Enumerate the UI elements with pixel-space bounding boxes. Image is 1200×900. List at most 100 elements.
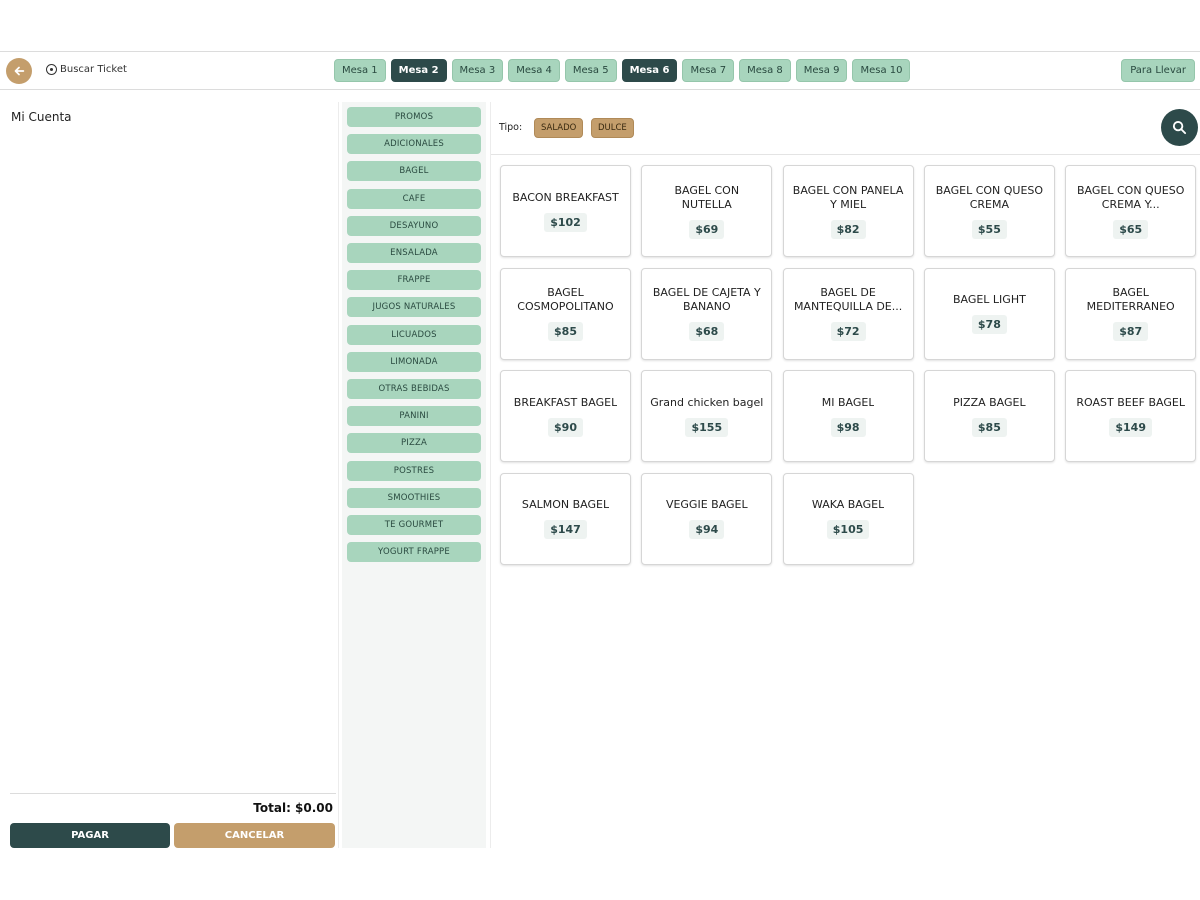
- para-llevar-button[interactable]: Para Llevar: [1121, 59, 1195, 82]
- product-card[interactable]: MI BAGEL $98: [782, 370, 914, 462]
- payment-actions: PAGAR CANCELAR: [10, 823, 336, 848]
- mesa-tab[interactable]: Mesa 2: [390, 59, 447, 82]
- arrow-left-icon: [14, 66, 25, 76]
- product-price: $155: [685, 417, 729, 437]
- mesa-tab[interactable]: Mesa 7: [682, 59, 735, 82]
- product-price: $87: [1113, 322, 1149, 341]
- search-icon: [1172, 120, 1187, 135]
- product-card[interactable]: BAGEL CON QUESO CREMA $55: [923, 165, 1055, 257]
- product-price: $90: [548, 417, 583, 437]
- product-card[interactable]: ROAST BEEF BAGEL $149: [1065, 370, 1197, 462]
- mesa-tab[interactable]: Mesa 4: [508, 59, 560, 82]
- category-button[interactable]: PROMOS: [347, 107, 481, 127]
- product-name: BAGEL MEDITERRANEO: [1086, 286, 1175, 313]
- buscar-ticket-label: Buscar Ticket: [60, 64, 127, 75]
- cuenta-title: Mi Cuenta: [11, 110, 72, 124]
- category-button[interactable]: ENSALADA: [347, 243, 481, 263]
- mesa-tab[interactable]: Mesa 5: [564, 59, 617, 82]
- product-card[interactable]: BAGEL COSMOPOLITANO $85: [500, 267, 631, 360]
- product-name: BAGEL CON QUESO CREMA: [935, 183, 1044, 211]
- category-button[interactable]: PIZZA: [347, 433, 481, 454]
- category-button[interactable]: OTRAS BEBIDAS: [347, 379, 481, 399]
- mesa-tab[interactable]: Mesa 9: [795, 59, 848, 82]
- product-price: $149: [1109, 417, 1152, 437]
- product-card[interactable]: SALMON BAGEL $147: [500, 472, 631, 565]
- category-button[interactable]: LICUADOS: [347, 324, 481, 345]
- product-name: MI BAGEL: [821, 395, 875, 409]
- product-price: $55: [971, 219, 1007, 239]
- back-button[interactable]: [6, 58, 32, 84]
- search-button[interactable]: [1161, 109, 1198, 146]
- tipo-label: Tipo:: [499, 122, 523, 133]
- mesa-tab[interactable]: Mesa 10: [852, 59, 911, 82]
- product-card[interactable]: BACON BREAKFAST $102: [500, 165, 631, 257]
- mesa-tab[interactable]: Mesa 1: [334, 59, 386, 82]
- product-name: BAGEL CON PANELA Y MIEL: [792, 183, 904, 211]
- product-name: BAGEL COSMOPOLITANO: [517, 286, 614, 313]
- product-card[interactable]: PIZZA BAGEL $85: [923, 370, 1055, 462]
- product-price: $65: [1113, 219, 1149, 239]
- product-price: $68: [689, 322, 725, 341]
- category-button[interactable]: LIMONADA: [347, 351, 481, 372]
- product-name: Grand chicken bagel: [650, 395, 764, 409]
- category-button[interactable]: CAFE: [347, 188, 481, 209]
- product-area: Tipo: SALADO DULCE BACON BREAKFAST $102 BA…: [490, 102, 1200, 848]
- product-price: $82: [830, 219, 866, 239]
- total-label: Total: $0.00: [253, 801, 333, 815]
- filter-dulce-button[interactable]: DULCE: [591, 118, 634, 138]
- bottom-strip: [0, 849, 1200, 900]
- product-card[interactable]: BAGEL CON QUESO CREMA Y... $65: [1065, 165, 1197, 257]
- product-price: $102: [544, 212, 587, 232]
- product-card[interactable]: BAGEL DE MANTEQUILLA DE... $72: [782, 267, 914, 360]
- category-button[interactable]: SMOOTHIES: [347, 487, 481, 508]
- product-price: $69: [689, 219, 725, 239]
- product-card[interactable]: BREAKFAST BAGEL $90: [500, 370, 631, 462]
- cuenta-footer: Total: $0.00 PAGAR CANCELAR: [10, 793, 336, 848]
- product-price: $105: [826, 520, 870, 539]
- product-price: $72: [830, 322, 866, 341]
- product-name: BAGEL CON NUTELLA: [674, 183, 740, 211]
- radio-target-icon: [46, 64, 57, 75]
- product-card[interactable]: WAKA BAGEL $105: [782, 472, 914, 565]
- mesa-tabs: Mesa 1 Mesa 2 Mesa 3 Mesa 4 Mesa 5 Mesa 6 Mesa…: [334, 59, 911, 82]
- product-name: WAKA BAGEL: [811, 498, 885, 511]
- top-bar: Buscar Ticket Mesa 1 Mesa 2 Mesa 3 Mesa 4 Me…: [0, 51, 1200, 90]
- product-name: PIZZA BAGEL: [953, 395, 1026, 409]
- category-button[interactable]: POSTRES: [347, 460, 481, 481]
- product-card[interactable]: BAGEL CON NUTELLA $69: [641, 165, 773, 257]
- product-price: $85: [971, 417, 1007, 437]
- category-button[interactable]: FRAPPE: [347, 270, 481, 291]
- product-name: BAGEL DE MANTEQUILLA DE...: [793, 286, 903, 313]
- category-button[interactable]: TE GOURMET: [347, 515, 481, 535]
- filter-divider: [491, 154, 1200, 155]
- product-name: ROAST BEEF BAGEL: [1076, 395, 1185, 409]
- product-name: VEGGIE BAGEL: [665, 498, 748, 511]
- product-card[interactable]: BAGEL DE CAJETA Y BANANO $68: [641, 267, 773, 360]
- category-button[interactable]: JUGOS NATURALES: [347, 297, 481, 318]
- product-card[interactable]: VEGGIE BAGEL $94: [641, 472, 773, 565]
- mesa-tab[interactable]: Mesa 3: [451, 59, 504, 82]
- product-card[interactable]: BAGEL MEDITERRANEO $87: [1065, 267, 1197, 360]
- filter-salado-button[interactable]: SALADO: [534, 118, 584, 138]
- product-card[interactable]: BAGEL LIGHT $78: [923, 267, 1055, 360]
- category-button[interactable]: YOGURT FRAPPE: [347, 542, 481, 563]
- cuenta-panel: Mi Cuenta Total: $0.00 PAGAR CANCELAR: [5, 102, 339, 848]
- pagar-button[interactable]: PAGAR: [10, 823, 170, 848]
- product-price: $147: [544, 520, 587, 539]
- product-card[interactable]: BAGEL CON PANELA Y MIEL $82: [782, 165, 914, 257]
- buscar-ticket-link[interactable]: Buscar Ticket: [46, 64, 127, 75]
- category-button[interactable]: BAGEL: [347, 161, 481, 182]
- category-button[interactable]: DESAYUNO: [347, 215, 481, 236]
- product-price: $85: [548, 322, 583, 341]
- category-button[interactable]: PANINI: [347, 406, 481, 427]
- product-card[interactable]: Grand chicken bagel $155: [641, 370, 773, 462]
- product-name: BACON BREAKFAST: [512, 190, 619, 204]
- category-button[interactable]: ADICIONALES: [347, 134, 481, 155]
- product-price: $94: [689, 520, 725, 539]
- mesa-tab[interactable]: Mesa 8: [739, 59, 791, 82]
- cancelar-button[interactable]: CANCELAR: [174, 823, 335, 848]
- mesa-tab[interactable]: Mesa 6: [621, 59, 678, 82]
- category-list: PROMOS ADICIONALES BAGEL CAFE DESAYUNO ENSALA…: [342, 102, 486, 848]
- product-name: BAGEL CON QUESO CREMA Y...: [1077, 183, 1185, 211]
